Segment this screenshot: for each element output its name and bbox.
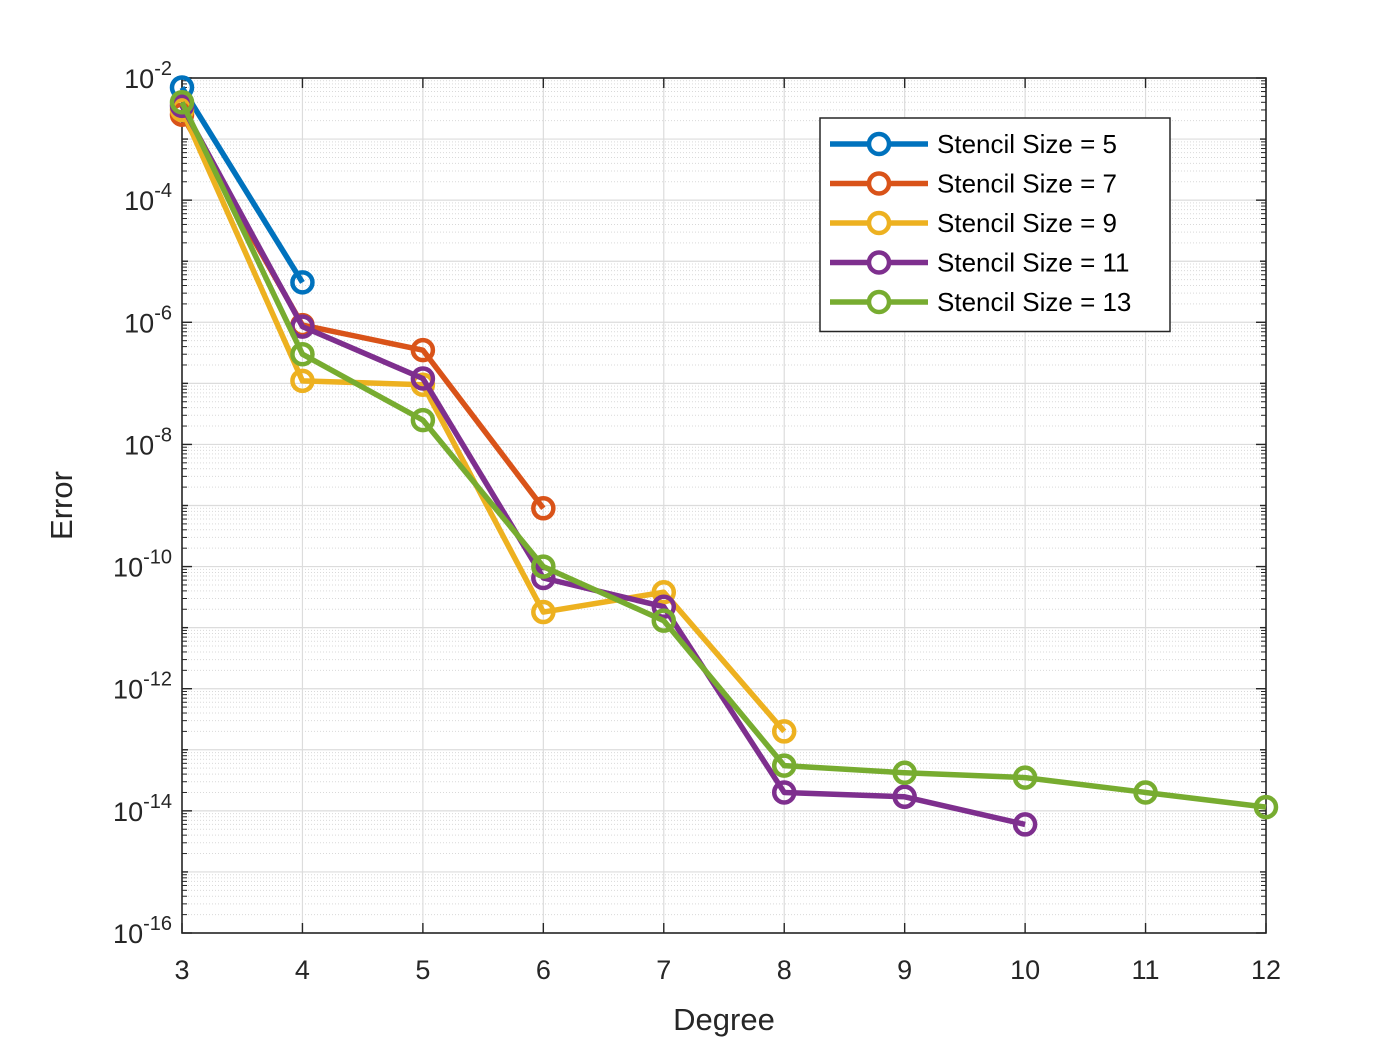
legend-label: Stencil Size = 13 bbox=[937, 287, 1131, 317]
y-tick-label: 10-14 bbox=[113, 791, 172, 827]
legend-label: Stencil Size = 7 bbox=[937, 169, 1117, 199]
x-axis-label: Degree bbox=[673, 1002, 775, 1037]
y-axis-label: Error bbox=[44, 471, 79, 540]
legend-label: Stencil Size = 9 bbox=[937, 208, 1117, 238]
legend: Stencil Size = 5 Stencil Size = 7 Stencil … bbox=[819, 117, 1171, 333]
y-tick-label: 10-4 bbox=[124, 180, 172, 216]
y-tick-label: 10-6 bbox=[124, 302, 172, 338]
x-tick-label: 5 bbox=[415, 955, 430, 985]
data-point bbox=[771, 719, 797, 744]
data-point bbox=[651, 579, 677, 605]
legend-marker bbox=[866, 250, 892, 275]
axes bbox=[181, 77, 1267, 934]
data-point bbox=[651, 608, 677, 633]
data-point bbox=[290, 341, 315, 367]
x-tick-label: 3 bbox=[174, 955, 189, 985]
y-tick-label: 10-10 bbox=[113, 547, 172, 583]
x-tick-label: 6 bbox=[536, 955, 551, 985]
legend-entry: Stencil Size = 7 bbox=[830, 169, 1117, 199]
legend-label: Stencil Size = 11 bbox=[937, 248, 1129, 278]
series-line bbox=[179, 86, 305, 284]
legend-entry: Stencil Size = 11 bbox=[830, 248, 1129, 278]
grid bbox=[181, 77, 1267, 934]
data-point bbox=[169, 90, 195, 115]
data-point bbox=[410, 407, 436, 433]
y-tick-label: 10-12 bbox=[113, 669, 172, 705]
data-point bbox=[290, 368, 315, 394]
legend-label: Stencil Size = 5 bbox=[937, 129, 1117, 159]
data-point bbox=[531, 599, 556, 625]
data-point bbox=[651, 594, 677, 619]
data-point bbox=[1253, 794, 1279, 820]
data-point bbox=[290, 314, 315, 339]
series-line bbox=[179, 108, 787, 734]
legend-entry: Stencil Size = 13 bbox=[830, 287, 1131, 317]
data-point bbox=[290, 270, 315, 295]
series-3 bbox=[169, 97, 797, 744]
x-tick-label: 7 bbox=[656, 955, 671, 985]
legend-marker bbox=[866, 171, 892, 196]
x-tick-label: 11 bbox=[1132, 955, 1160, 985]
series-5 bbox=[169, 90, 1279, 820]
x-tick-label: 8 bbox=[777, 955, 792, 985]
y-tick-label: 10-2 bbox=[124, 58, 172, 94]
legend-marker bbox=[866, 210, 892, 236]
data-point bbox=[410, 337, 436, 363]
data-point bbox=[771, 753, 797, 778]
x-tick-label: 9 bbox=[897, 955, 912, 985]
x-tick-label: 4 bbox=[295, 955, 310, 985]
data-point bbox=[410, 366, 436, 391]
y-tick-label: 10-16 bbox=[113, 913, 172, 949]
legend-entry: Stencil Size = 9 bbox=[830, 208, 1117, 238]
data-point bbox=[1133, 780, 1158, 805]
legend-marker bbox=[866, 131, 892, 157]
y-tick-label: 10-8 bbox=[124, 424, 172, 460]
data-point bbox=[1012, 812, 1038, 837]
data-point bbox=[771, 780, 797, 805]
x-tick-label: 10 bbox=[1010, 955, 1040, 985]
series bbox=[169, 75, 1279, 837]
data-point bbox=[892, 760, 917, 786]
data-point bbox=[892, 784, 917, 810]
data-point bbox=[531, 496, 556, 521]
series-line bbox=[179, 101, 1267, 810]
legend-marker bbox=[866, 289, 892, 315]
tick-labels: 3 4 5 6 7 8 9 10 11 12 10-2 10-4 10-6 10-8 10-10 10-12 1… bbox=[113, 58, 1281, 985]
data-point bbox=[1012, 765, 1038, 790]
data-point bbox=[531, 554, 556, 579]
x-tick-label: 12 bbox=[1251, 955, 1281, 985]
legend-entry: Stencil Size = 5 bbox=[830, 129, 1117, 159]
